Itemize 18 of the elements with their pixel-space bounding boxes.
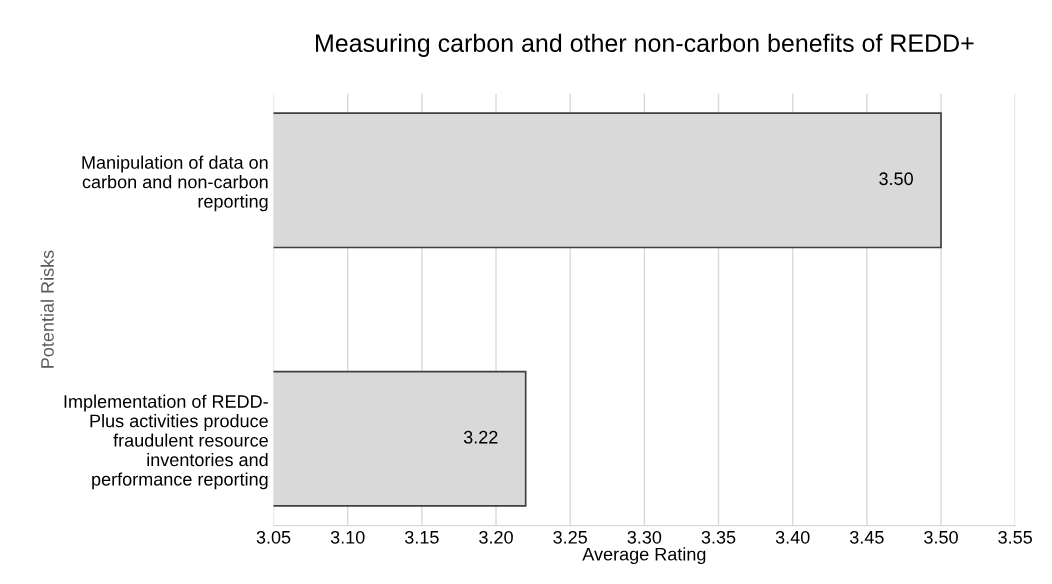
x-tick-label: 3.40 — [775, 530, 810, 544]
chart-title: Measuring carbon and other non-carbon benefits of REDD+ — [316, 33, 974, 57]
y-tick-label: Manipulation of data on carbon and non-carbon reporting — [82, 155, 268, 212]
data-label: 3.22 — [463, 430, 498, 444]
x-tick-label: 3.30 — [627, 530, 662, 544]
x-tick-label: 3.20 — [479, 530, 513, 544]
y-tick-label: Implementation of REDD- Plus activities produce fraudulent resource inventories and performance reporting — [64, 394, 268, 490]
x-tick-label: 3.45 — [849, 530, 884, 544]
x-tick-label: 3.10 — [330, 530, 365, 544]
data-label: 3.50 — [879, 172, 913, 186]
x-tick-label: 3.15 — [404, 530, 439, 544]
x-axis-title: Average Rating — [582, 547, 706, 565]
x-tick-label: 3.55 — [998, 530, 1032, 544]
x-tick-label: 3.35 — [701, 530, 736, 544]
y-axis-title: Potential Risks — [40, 250, 54, 368]
x-tick-label: 3.05 — [256, 530, 291, 544]
x-tick-label: 3.50 — [924, 530, 958, 544]
x-tick-label: 3.25 — [553, 530, 587, 544]
